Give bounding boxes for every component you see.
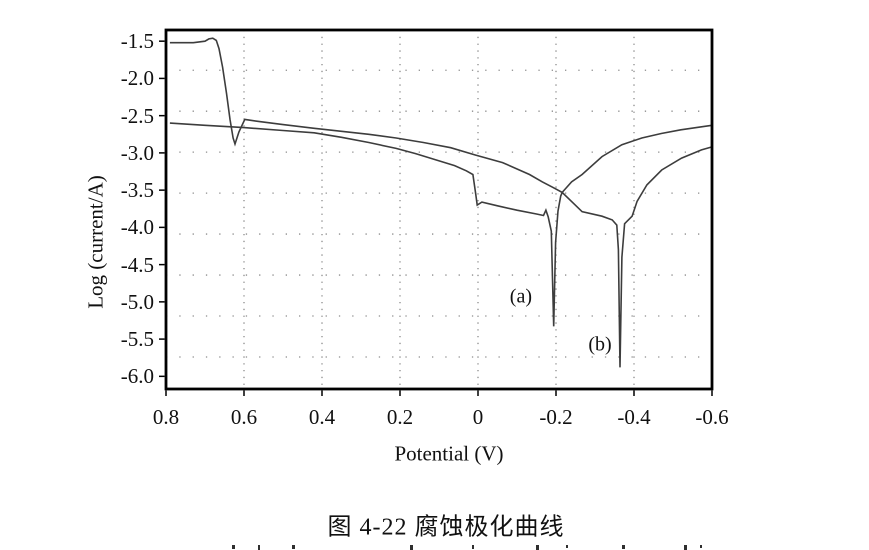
y-tick-label: -4.0 <box>120 215 154 240</box>
cropped-glyph-fragment <box>258 545 260 550</box>
y-tick-label: -5.5 <box>120 327 154 352</box>
y-tick-label: -6.0 <box>120 364 154 389</box>
y-tick-label: -2.5 <box>120 103 154 128</box>
cropped-glyph-fragment <box>566 545 568 548</box>
y-tick-label: -3.5 <box>120 178 154 203</box>
x-tick-label: 0.6 <box>230 405 258 429</box>
y-tick-label: -4.5 <box>120 252 154 277</box>
cropped-glyph-fragment <box>536 545 539 550</box>
cropped-glyph-fragment <box>472 545 474 549</box>
x-tick-label: -0.2 <box>539 405 573 429</box>
y-tick-label: -5.0 <box>120 289 154 314</box>
figure-caption: 图 4-22 腐蚀极化曲线 <box>327 514 565 541</box>
cropped-glyph-fragment <box>684 545 687 550</box>
x-tick-label: 0.2 <box>386 405 414 429</box>
curve-b <box>169 37 713 368</box>
cropped-glyph-fragment <box>622 545 625 549</box>
curve-a-annotation: (a) <box>509 285 532 308</box>
cropped-glyph-fragment <box>700 545 702 548</box>
x-tick-label: 0.8 <box>152 405 180 429</box>
x-tick-label: 0 <box>472 405 484 429</box>
y-tick-label: -1.5 <box>120 29 154 54</box>
y-tick-label: -3.0 <box>120 140 154 165</box>
curve-b-annotation: (b) <box>588 333 612 356</box>
plot-frame <box>164 28 714 391</box>
x-tick-label: -0.4 <box>617 405 651 429</box>
cropped-glyph-fragment <box>292 545 295 549</box>
x-tick-label: 0.4 <box>308 405 336 429</box>
y-tick-label: -2.0 <box>120 66 154 91</box>
cropped-glyph-fragment <box>410 545 413 550</box>
cropped-glyph-fragment <box>232 545 235 549</box>
curve-a <box>169 122 713 327</box>
x-tick-label: -0.6 <box>695 405 729 429</box>
x-axis-title: Potential (V) <box>394 441 504 466</box>
